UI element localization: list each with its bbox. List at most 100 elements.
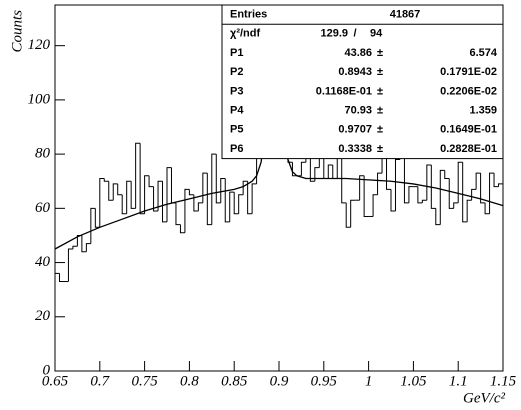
histogram-bin: [372, 194, 378, 217]
histogram-bin: [175, 202, 181, 226]
histogram-bin: [144, 175, 150, 214]
stats-value: 94: [370, 28, 383, 40]
stats-pm: ±: [377, 85, 383, 97]
stats-error: 6.574: [469, 47, 497, 59]
histogram-bin: [139, 143, 145, 215]
histogram-bin: [430, 164, 436, 209]
y-tick-label: 100: [28, 91, 51, 107]
histogram-bin: [58, 273, 64, 283]
histogram-bin: [417, 186, 423, 204]
histogram-bin: [421, 199, 427, 203]
histogram-bin: [327, 164, 333, 179]
stats-value: 129.9: [320, 28, 348, 40]
y-tick-label: 0: [43, 362, 51, 378]
histogram-bin: [112, 183, 118, 201]
histogram-bin: [435, 208, 441, 226]
stats-error: 0.2828E-01: [440, 143, 497, 155]
histogram-bin: [117, 183, 123, 196]
x-tick-label: 0.75: [131, 373, 158, 389]
histogram-bin: [126, 180, 132, 214]
histogram-bin: [345, 202, 351, 228]
histogram-bin: [377, 172, 383, 195]
histogram-bin: [332, 164, 338, 180]
histogram-bin: [480, 173, 486, 204]
stats-box: [221, 4, 504, 160]
stats-value: 0.9707: [338, 124, 372, 136]
stats-error: 1.359: [469, 105, 497, 117]
histogram-bin: [103, 178, 109, 182]
histogram-bin: [157, 180, 163, 212]
histogram-bin: [238, 194, 244, 214]
y-tick-label: 20: [35, 308, 51, 324]
stats-error: 0.1791E-02: [440, 66, 497, 78]
stats-pm: ±: [377, 66, 383, 78]
histogram-bin: [121, 194, 127, 215]
stats-label: P4: [230, 105, 244, 117]
histogram-bin: [72, 245, 78, 249]
histogram-bin: [215, 154, 221, 204]
histogram-bin: [67, 248, 73, 282]
histogram-bin: [408, 186, 414, 203]
histogram-bin: [170, 167, 176, 204]
histogram-bin: [251, 183, 257, 214]
histogram-bin: [484, 202, 490, 215]
histogram-bin: [197, 202, 203, 212]
stats-error: 0.2206E-02: [440, 85, 497, 97]
histogram-bin: [300, 161, 306, 176]
histogram-bin: [457, 161, 463, 203]
histogram-bin: [224, 178, 230, 223]
histogram-bin: [135, 142, 141, 209]
histogram-bin: [498, 183, 503, 187]
histogram-bin: [359, 175, 365, 201]
y-tick-label: 40: [35, 254, 51, 270]
histogram-bin: [229, 191, 235, 222]
histogram-bin: [493, 173, 499, 188]
y-axis-label: Counts: [9, 10, 25, 53]
histogram-bin: [233, 192, 239, 215]
histogram-bin: [211, 153, 217, 225]
stats-pm: ±: [377, 143, 383, 155]
histogram-bin: [166, 167, 172, 222]
x-tick-label: 1: [365, 373, 373, 389]
histogram-bin: [291, 162, 297, 177]
stats-value: 0.1168E-01: [316, 85, 372, 97]
histogram-bin: [162, 181, 167, 223]
histogram-bin: [94, 208, 100, 228]
histogram-bin: [90, 207, 96, 244]
stats-label: Entries: [230, 9, 267, 21]
histogram-bin: [108, 181, 114, 201]
stats-value: 43.86: [344, 47, 372, 59]
histogram-bin: [179, 224, 185, 234]
histogram-bin: [363, 175, 369, 217]
x-tick-label: 0.9: [270, 373, 289, 389]
stats-pm: ±: [377, 105, 383, 117]
histogram-bin: [489, 172, 495, 214]
histogram-bin: [188, 189, 194, 196]
y-tick-label: 80: [35, 146, 51, 162]
histogram-bin: [448, 178, 454, 209]
stats-error: 0.1649E-01: [440, 124, 497, 136]
histogram-bin: [390, 189, 396, 212]
y-tick-label: 120: [28, 37, 51, 53]
histogram-bin: [85, 243, 91, 252]
histogram-bin: [153, 186, 159, 212]
histogram-bin: [453, 202, 459, 209]
histogram-bin: [466, 199, 472, 222]
x-axis-label: GeV/c²: [463, 390, 505, 406]
histogram-bin: [202, 172, 208, 203]
histogram-bin: [426, 164, 432, 201]
histogram-bin: [475, 172, 481, 190]
stats-sep: /: [353, 28, 356, 40]
histogram-bin: [471, 188, 477, 201]
stats-label: P3: [230, 85, 243, 97]
histogram-bin: [314, 167, 320, 182]
histogram-bin: [462, 162, 468, 223]
stats-value: 41867: [390, 9, 421, 21]
stats-label: P1: [230, 47, 243, 59]
histogram-bin: [81, 235, 87, 253]
histogram-bin: [247, 181, 253, 215]
x-tick-label: 1.15: [490, 373, 517, 389]
histogram-bin: [242, 180, 248, 195]
histogram-bin: [394, 159, 400, 212]
